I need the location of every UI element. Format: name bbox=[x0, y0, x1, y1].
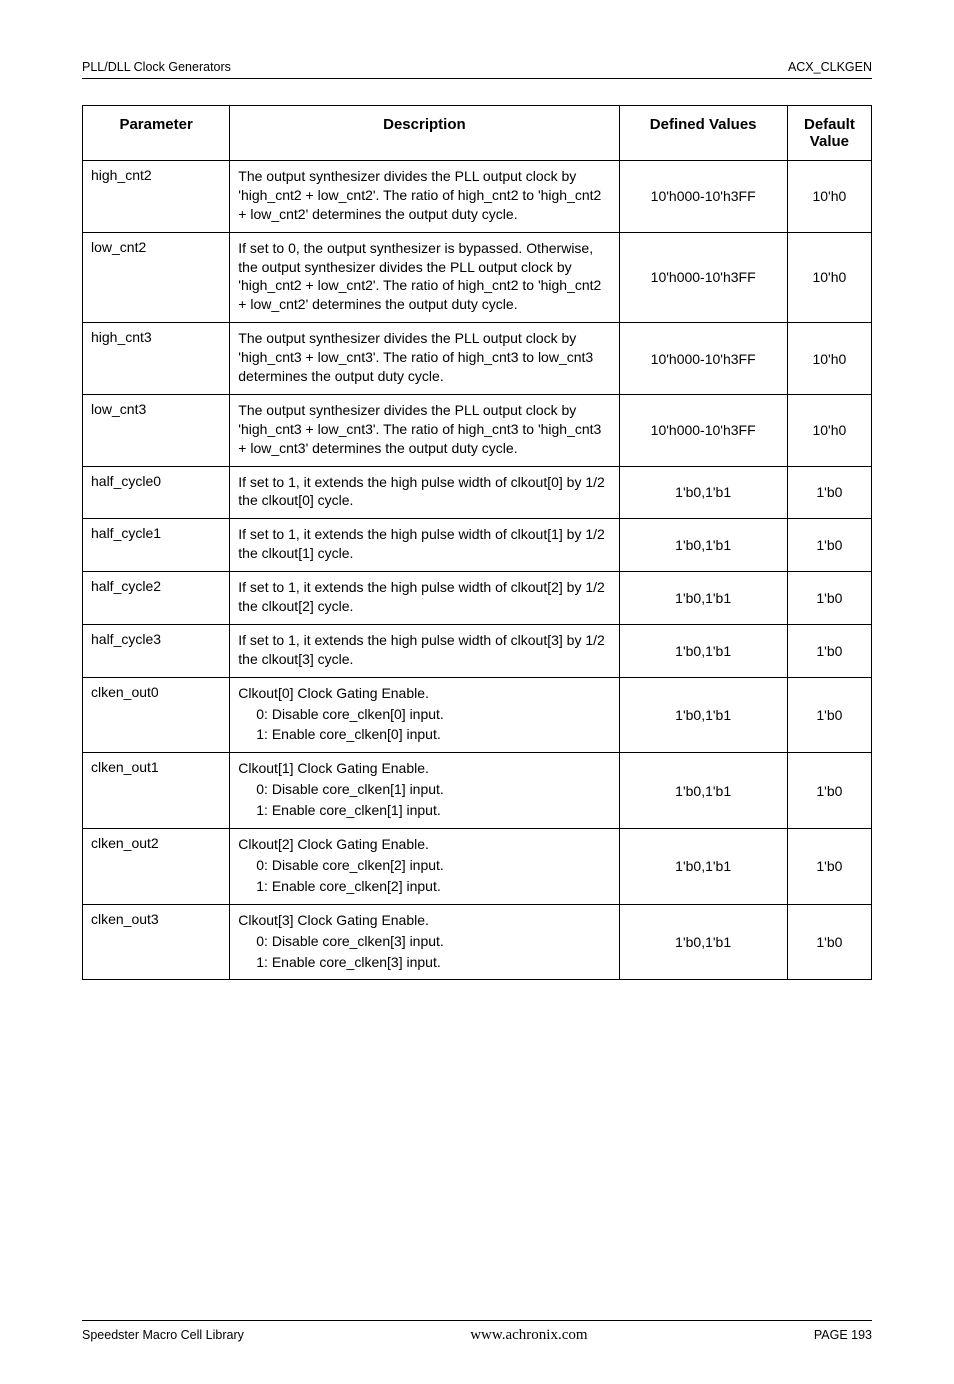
col-default-value: Default Value bbox=[787, 106, 871, 161]
cell-default-value: 1'b0 bbox=[787, 829, 871, 905]
parameters-table: Parameter Description Defined Values Def… bbox=[82, 105, 872, 980]
col-description: Description bbox=[230, 106, 619, 161]
cell-parameter: half_cycle2 bbox=[83, 572, 230, 625]
table-row: clken_out2Clkout[2] Clock Gating Enable.… bbox=[83, 829, 872, 905]
cell-description: If set to 1, it extends the high pulse w… bbox=[230, 519, 619, 572]
description-line: The output synthesizer divides the PLL o… bbox=[238, 167, 610, 224]
cell-parameter: half_cycle3 bbox=[83, 624, 230, 677]
cell-defined-values: 10'h000-10'h3FF bbox=[619, 232, 787, 323]
footer-center: www.achronix.com bbox=[470, 1327, 587, 1344]
description-line: If set to 1, it extends the high pulse w… bbox=[238, 631, 610, 669]
cell-description: Clkout[3] Clock Gating Enable. 0: Disable… bbox=[230, 904, 619, 980]
description-line: 1: Enable core_clken[2] input. bbox=[238, 877, 610, 896]
cell-defined-values: 10'h000-10'h3FF bbox=[619, 394, 787, 466]
description-line: Clkout[2] Clock Gating Enable. bbox=[238, 835, 610, 854]
cell-default-value: 10'h0 bbox=[787, 161, 871, 233]
table-row: clken_out3Clkout[3] Clock Gating Enable.… bbox=[83, 904, 872, 980]
header-right: ACX_CLKGEN bbox=[788, 60, 872, 74]
cell-defined-values: 10'h000-10'h3FF bbox=[619, 323, 787, 395]
cell-defined-values: 1'b0,1'b1 bbox=[619, 753, 787, 829]
cell-default-value: 1'b0 bbox=[787, 753, 871, 829]
table-row: clken_out1Clkout[1] Clock Gating Enable.… bbox=[83, 753, 872, 829]
cell-parameter: half_cycle1 bbox=[83, 519, 230, 572]
cell-defined-values: 1'b0,1'b1 bbox=[619, 624, 787, 677]
description-line: Clkout[3] Clock Gating Enable. bbox=[238, 911, 610, 930]
footer-right: PAGE 193 bbox=[814, 1328, 872, 1342]
cell-description: The output synthesizer divides the PLL o… bbox=[230, 323, 619, 395]
footer-gap bbox=[82, 980, 872, 1320]
description-line: 0: Disable core_clken[0] input. bbox=[238, 705, 610, 724]
cell-description: If set to 1, it extends the high pulse w… bbox=[230, 572, 619, 625]
cell-description: If set to 1, it extends the high pulse w… bbox=[230, 466, 619, 519]
cell-description: If set to 0, the output synthesizer is b… bbox=[230, 232, 619, 323]
cell-parameter: low_cnt2 bbox=[83, 232, 230, 323]
description-line: If set to 1, it extends the high pulse w… bbox=[238, 578, 610, 616]
table-row: half_cycle0If set to 1, it extends the h… bbox=[83, 466, 872, 519]
cell-parameter: clken_out0 bbox=[83, 677, 230, 753]
cell-default-value: 1'b0 bbox=[787, 624, 871, 677]
table-row: clken_out0Clkout[0] Clock Gating Enable.… bbox=[83, 677, 872, 753]
description-line: 1: Enable core_clken[3] input. bbox=[238, 953, 610, 972]
cell-default-value: 10'h0 bbox=[787, 394, 871, 466]
cell-defined-values: 1'b0,1'b1 bbox=[619, 829, 787, 905]
cell-description: If set to 1, it extends the high pulse w… bbox=[230, 624, 619, 677]
table-row: low_cnt3The output synthesizer divides t… bbox=[83, 394, 872, 466]
cell-parameter: half_cycle0 bbox=[83, 466, 230, 519]
cell-description: Clkout[0] Clock Gating Enable. 0: Disable… bbox=[230, 677, 619, 753]
cell-parameter: high_cnt3 bbox=[83, 323, 230, 395]
cell-default-value: 1'b0 bbox=[787, 677, 871, 753]
cell-parameter: high_cnt2 bbox=[83, 161, 230, 233]
table-row: half_cycle1If set to 1, it extends the h… bbox=[83, 519, 872, 572]
cell-default-value: 1'b0 bbox=[787, 466, 871, 519]
cell-parameter: clken_out1 bbox=[83, 753, 230, 829]
cell-default-value: 1'b0 bbox=[787, 572, 871, 625]
description-line: 1: Enable core_clken[1] input. bbox=[238, 801, 610, 820]
cell-defined-values: 1'b0,1'b1 bbox=[619, 904, 787, 980]
cell-default-value: 1'b0 bbox=[787, 904, 871, 980]
table-row: half_cycle3If set to 1, it extends the h… bbox=[83, 624, 872, 677]
table-row: low_cnt2If set to 0, the output synthesi… bbox=[83, 232, 872, 323]
cell-description: The output synthesizer divides the PLL o… bbox=[230, 161, 619, 233]
cell-defined-values: 1'b0,1'b1 bbox=[619, 466, 787, 519]
cell-default-value: 1'b0 bbox=[787, 519, 871, 572]
description-line: 0: Disable core_clken[2] input. bbox=[238, 856, 610, 875]
table-row: high_cnt3The output synthesizer divides … bbox=[83, 323, 872, 395]
cell-parameter: clken_out2 bbox=[83, 829, 230, 905]
cell-description: Clkout[2] Clock Gating Enable. 0: Disable… bbox=[230, 829, 619, 905]
cell-default-value: 10'h0 bbox=[787, 232, 871, 323]
col-parameter: Parameter bbox=[83, 106, 230, 161]
description-line: The output synthesizer divides the PLL o… bbox=[238, 401, 610, 458]
description-line: 0: Disable core_clken[1] input. bbox=[238, 780, 610, 799]
description-line: The output synthesizer divides the PLL o… bbox=[238, 329, 610, 386]
cell-defined-values: 1'b0,1'b1 bbox=[619, 572, 787, 625]
page: PLL/DLL Clock Generators ACX_CLKGEN Para… bbox=[0, 0, 954, 1384]
cell-parameter: low_cnt3 bbox=[83, 394, 230, 466]
cell-defined-values: 1'b0,1'b1 bbox=[619, 677, 787, 753]
description-line: If set to 0, the output synthesizer is b… bbox=[238, 239, 610, 315]
description-line: Clkout[1] Clock Gating Enable. bbox=[238, 759, 610, 778]
table-header-row: Parameter Description Defined Values Def… bbox=[83, 106, 872, 161]
cell-description: Clkout[1] Clock Gating Enable. 0: Disable… bbox=[230, 753, 619, 829]
header-left: PLL/DLL Clock Generators bbox=[82, 60, 231, 74]
page-footer: Speedster Macro Cell Library www.achroni… bbox=[82, 1321, 872, 1344]
table-row: half_cycle2If set to 1, it extends the h… bbox=[83, 572, 872, 625]
cell-parameter: clken_out3 bbox=[83, 904, 230, 980]
description-line: 0: Disable core_clken[3] input. bbox=[238, 932, 610, 951]
table-row: high_cnt2The output synthesizer divides … bbox=[83, 161, 872, 233]
page-header: PLL/DLL Clock Generators ACX_CLKGEN bbox=[82, 60, 872, 79]
description-line: If set to 1, it extends the high pulse w… bbox=[238, 473, 610, 511]
footer-left: Speedster Macro Cell Library bbox=[82, 1328, 244, 1342]
description-line: Clkout[0] Clock Gating Enable. bbox=[238, 684, 610, 703]
description-line: 1: Enable core_clken[0] input. bbox=[238, 725, 610, 744]
cell-defined-values: 10'h000-10'h3FF bbox=[619, 161, 787, 233]
cell-defined-values: 1'b0,1'b1 bbox=[619, 519, 787, 572]
cell-default-value: 10'h0 bbox=[787, 323, 871, 395]
cell-description: The output synthesizer divides the PLL o… bbox=[230, 394, 619, 466]
description-line: If set to 1, it extends the high pulse w… bbox=[238, 525, 610, 563]
col-defined-values: Defined Values bbox=[619, 106, 787, 161]
